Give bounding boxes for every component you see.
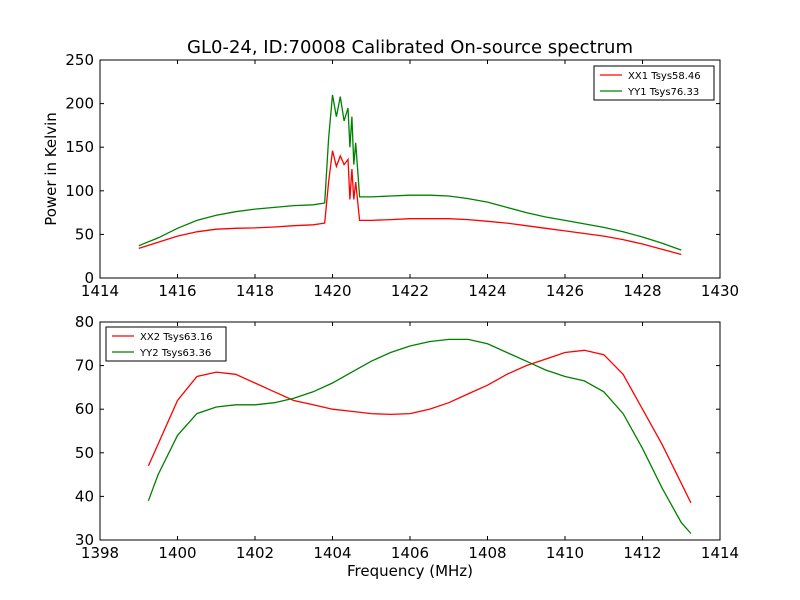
bottom-panel-xx2-yy2: 1398 1400 1402 1404 1406 1408 1410 1412 1414 30 40…: [75, 313, 739, 580]
panel0-x-tick-label-8: 1430: [701, 282, 739, 300]
panel0-legend: XX1 Tsys58.46 YY1 Tsys76.33: [593, 65, 715, 101]
panel1-y-tick-label-2: 50: [75, 444, 94, 462]
panel0-y-axis-label: Power in Kelvin: [42, 112, 60, 226]
panel1-x-tick-label-4: 1406: [391, 544, 429, 562]
panel1-legend-label-1: XX2 Tsys63.16: [140, 332, 213, 343]
panel1-legend: XX2 Tsys63.16 YY2 Tsys63.36: [105, 326, 227, 362]
panel1-x-tick-label-3: 1404: [313, 544, 351, 562]
panel0-y-tick-label-5: 250: [65, 51, 94, 69]
panel1-x-tick-label-1: 1400: [158, 544, 196, 562]
panel1-x-tick-label-6: 1410: [546, 544, 584, 562]
panel1-legend-label-2: YY2 Tsys63.36: [139, 348, 211, 359]
panel0-legend-label-2: YY1 Tsys76.33: [627, 87, 699, 98]
panel1-y-tick-label-1: 40: [75, 487, 94, 505]
figure-title: GL0-24, ID:70008 Calibrated On-source sp…: [187, 37, 633, 58]
panel0-y-tick-label-4: 200: [65, 95, 94, 113]
panel0-y-tick-label-1: 50: [75, 225, 94, 243]
panel0-x-tick-label-7: 1428: [623, 282, 661, 300]
panel0-legend-label-1: XX1 Tsys58.46: [628, 71, 701, 82]
panel0-x-tick-label-3: 1420: [313, 282, 351, 300]
panel0-y-tick-label-0: 0: [84, 269, 94, 287]
panel0-x-tick-label-0: 1414: [81, 282, 119, 300]
panel1-y-tick-label-5: 80: [75, 313, 94, 331]
panel1-x-tick-label-2: 1402: [236, 544, 274, 562]
panel0-y-tick-label-3: 150: [65, 138, 94, 156]
panel1-series-line-1: [147, 349, 692, 504]
panel1-legend-box: [105, 326, 227, 362]
panel1-x-tick-label-8: 1414: [701, 544, 739, 562]
panel1-x-tick-label-7: 1412: [623, 544, 661, 562]
panel1-x-axis-label: Frequency (MHz): [347, 562, 473, 580]
panel1-y-tick-label-4: 70: [75, 357, 94, 375]
panel0-series-line-2: [138, 94, 682, 251]
panel0-x-tick-label-5: 1424: [468, 282, 506, 300]
panel1-x-tick-label-0: 1398: [81, 544, 119, 562]
panel0-x-tick-label-4: 1422: [391, 282, 429, 300]
panel1-x-tick-label-5: 1408: [468, 544, 506, 562]
panel1-y-tick-label-0: 30: [75, 531, 94, 549]
panel0-series-line-1: [138, 150, 682, 256]
panel0-x-tick-label-1: 1416: [158, 282, 196, 300]
panel1-series-line-2: [147, 338, 692, 534]
panel0-x-tick-label-2: 1418: [236, 282, 274, 300]
top-panel-xx1-yy1: 1414 1416 1418 1420 1422 1424 1426 1428 1430 0 50 1…: [42, 51, 739, 300]
panel0-legend-box: [593, 65, 715, 101]
panel1-y-tick-label-3: 60: [75, 400, 94, 418]
panel0-y-tick-label-2: 100: [65, 182, 94, 200]
panel0-x-tick-label-6: 1426: [546, 282, 584, 300]
